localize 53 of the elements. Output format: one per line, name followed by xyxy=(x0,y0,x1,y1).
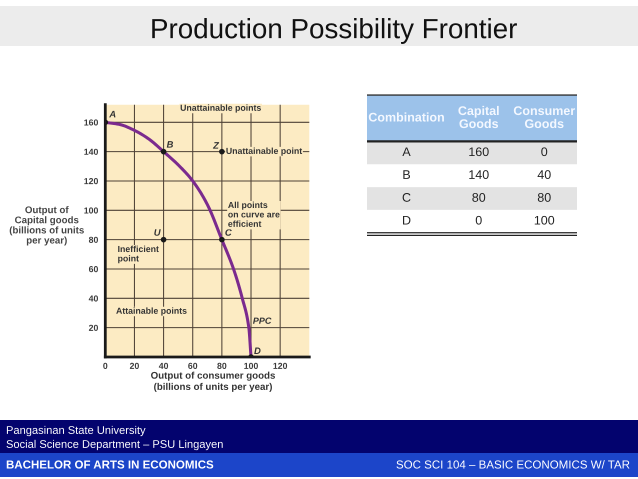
point xyxy=(160,148,166,154)
data-label: 80 xyxy=(472,192,486,202)
text: BACHELOR OF ARTS IN ECONOMICS xyxy=(6,460,214,469)
data-label: 140 xyxy=(469,170,489,180)
category-label: D xyxy=(403,216,410,225)
y-axis-title: Output of Capital goods (billions of units per year) xyxy=(10,206,84,246)
annotation: Z xyxy=(212,142,220,149)
x-tick-label: 60 xyxy=(188,362,198,369)
annotation: A xyxy=(109,110,116,118)
text: Consumer Goods xyxy=(514,106,575,128)
x-tick-label: 40 xyxy=(158,362,168,369)
y-tick-label: 120 xyxy=(84,178,98,184)
data-label: 0 xyxy=(541,147,548,156)
text: Combination xyxy=(368,112,444,122)
point xyxy=(160,236,166,242)
annotation: D xyxy=(254,348,261,354)
point xyxy=(219,148,225,154)
annotation: Attainable points xyxy=(116,307,187,316)
text: Pangasinan State University xyxy=(6,426,146,436)
y-tick-label: 100 xyxy=(84,207,98,214)
annotation: Unattainable points xyxy=(180,104,261,113)
x-tick-label: 100 xyxy=(244,362,258,369)
annotation: C xyxy=(225,229,232,236)
y-tick-label: 160 xyxy=(84,119,98,126)
text: Social Science Department – PSU Lingayen xyxy=(6,440,223,450)
y-tick-label: 60 xyxy=(88,266,98,272)
data-label: 40 xyxy=(538,170,551,180)
data-label: 0 xyxy=(476,216,482,225)
y-tick-label: 80 xyxy=(88,236,98,243)
series-label: Capital Goods xyxy=(458,106,499,128)
y-tick-label: 40 xyxy=(88,295,98,302)
annotation: All points on curve are efficient xyxy=(228,202,280,227)
data-label: 80 xyxy=(538,192,551,202)
x-tick-label: 120 xyxy=(273,362,288,369)
category-label: B xyxy=(403,170,410,179)
series-label: PPC xyxy=(252,317,272,324)
text: SOC SCI 104 – BASIC ECONOMICS W/ TAR xyxy=(396,460,630,469)
category-label: C xyxy=(402,192,411,202)
annotation: B xyxy=(166,141,174,148)
y-tick-label: 20 xyxy=(88,324,98,331)
chart-title: Production Possibility Frontier xyxy=(152,18,517,44)
data-label: 160 xyxy=(469,147,489,156)
x-tick-label: 80 xyxy=(217,362,226,369)
x-tick-label: 0 xyxy=(103,362,108,369)
annotation: Unattainable point xyxy=(226,148,302,156)
x-tick-label: 20 xyxy=(130,362,139,369)
annotation: Inefficient point xyxy=(118,246,159,264)
x-axis-title: Output of consumer goods (billions of units per year) xyxy=(151,372,275,392)
y-tick-label: 140 xyxy=(84,148,98,155)
data-label: 100 xyxy=(534,216,554,225)
category-label: A xyxy=(402,147,411,156)
point xyxy=(219,236,225,242)
annotation: U xyxy=(154,229,161,236)
